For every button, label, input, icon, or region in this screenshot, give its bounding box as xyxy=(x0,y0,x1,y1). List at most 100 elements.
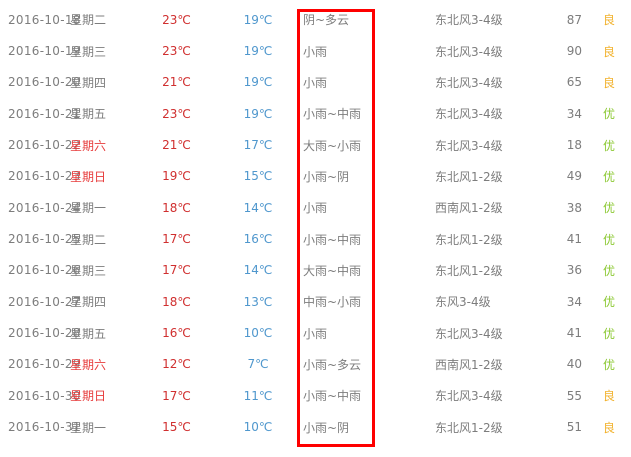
wind-cell: 东北风3-4级 xyxy=(435,389,503,404)
aqi-value-cell: 55 xyxy=(566,388,582,403)
air-quality-badge: 优 xyxy=(603,263,616,278)
wind-cell: 东北风1-2级 xyxy=(435,420,503,435)
high-temp-cell: 23℃ xyxy=(162,44,191,59)
wind-cell: 东北风3-4级 xyxy=(435,44,503,59)
weekday-cell: 星期一 xyxy=(70,420,107,435)
wind-cell: 西南风1-2级 xyxy=(435,201,503,216)
air-quality-badge: 优 xyxy=(603,138,616,153)
high-temp-cell: 16℃ xyxy=(162,326,191,341)
high-temp-cell: 12℃ xyxy=(162,357,191,372)
high-temp-cell: 18℃ xyxy=(162,200,191,215)
air-quality-badge: 良 xyxy=(603,389,616,404)
air-quality-badge: 良 xyxy=(603,420,616,435)
aqi-value-cell: 65 xyxy=(566,75,582,90)
air-quality-badge: 良 xyxy=(603,13,616,28)
table-row: 2016-10-19 星期三 23℃ 19℃ 小雨 东北风3-4级 90 良 xyxy=(0,35,631,66)
date-cell: 2016-10-29 xyxy=(8,357,81,372)
weekday-cell: 星期日 xyxy=(70,389,107,404)
table-row: 2016-10-28 星期五 16℃ 10℃ 小雨 东北风3-4级 41 优 xyxy=(0,317,631,348)
weekday-cell: 星期四 xyxy=(70,75,107,90)
weather-cell: 小雨~中雨 xyxy=(303,232,362,247)
date-cell: 2016-10-31 xyxy=(8,420,81,435)
weekday-cell: 星期一 xyxy=(70,201,107,216)
high-temp-cell: 15℃ xyxy=(162,420,191,435)
low-temp-cell: 19℃ xyxy=(243,44,273,59)
low-temp-cell: 7℃ xyxy=(247,357,269,372)
weekday-cell: 星期五 xyxy=(70,107,107,122)
weather-cell: 小雨~阴 xyxy=(303,169,350,184)
wind-cell: 东风3-4级 xyxy=(435,295,491,310)
low-temp-cell: 10℃ xyxy=(243,326,273,341)
weather-cell: 大雨~小雨 xyxy=(303,138,362,153)
low-temp-cell: 14℃ xyxy=(243,263,273,278)
weather-history-table: 2016-10-18 星期二 23℃ 19℃ 阴~多云 东北风3-4级 87 良… xyxy=(0,4,631,443)
aqi-value-cell: 90 xyxy=(566,44,582,59)
low-temp-cell: 17℃ xyxy=(243,138,273,153)
table-row: 2016-10-26 星期三 17℃ 14℃ 大雨~中雨 东北风1-2级 36 … xyxy=(0,255,631,286)
date-cell: 2016-10-24 xyxy=(8,200,81,215)
low-temp-cell: 15℃ xyxy=(243,169,273,184)
high-temp-cell: 23℃ xyxy=(162,106,191,121)
wind-cell: 东北风3-4级 xyxy=(435,107,503,122)
wind-cell: 东北风1-2级 xyxy=(435,232,503,247)
date-cell: 2016-10-23 xyxy=(8,169,81,184)
wind-cell: 东北风3-4级 xyxy=(435,138,503,153)
weather-cell: 小雨 xyxy=(303,326,328,341)
air-quality-badge: 优 xyxy=(603,169,616,184)
aqi-value-cell: 49 xyxy=(566,169,582,184)
high-temp-cell: 21℃ xyxy=(162,138,191,153)
wind-cell: 东北风1-2级 xyxy=(435,263,503,278)
date-cell: 2016-10-22 xyxy=(8,138,81,153)
low-temp-cell: 14℃ xyxy=(243,200,273,215)
aqi-value-cell: 38 xyxy=(566,200,582,215)
air-quality-badge: 优 xyxy=(603,326,616,341)
table-row: 2016-10-18 星期二 23℃ 19℃ 阴~多云 东北风3-4级 87 良 xyxy=(0,4,631,35)
wind-cell: 东北风3-4级 xyxy=(435,75,503,90)
table-row: 2016-10-30 星期日 17℃ 11℃ 小雨~中雨 东北风3-4级 55 … xyxy=(0,380,631,411)
low-temp-cell: 19℃ xyxy=(243,12,273,27)
air-quality-badge: 优 xyxy=(603,357,616,372)
air-quality-badge: 优 xyxy=(603,232,616,247)
weather-cell: 小雨~多云 xyxy=(303,357,362,372)
weekday-cell: 星期三 xyxy=(70,263,107,278)
weekday-cell: 星期三 xyxy=(70,44,107,59)
high-temp-cell: 19℃ xyxy=(162,169,191,184)
low-temp-cell: 19℃ xyxy=(243,75,273,90)
weather-cell: 小雨 xyxy=(303,44,328,59)
air-quality-badge: 良 xyxy=(603,44,616,59)
table-row: 2016-10-21 星期五 23℃ 19℃ 小雨~中雨 东北风3-4级 34 … xyxy=(0,98,631,129)
air-quality-badge: 优 xyxy=(603,107,616,122)
air-quality-badge: 优 xyxy=(603,295,616,310)
aqi-value-cell: 51 xyxy=(566,420,582,435)
weather-cell: 阴~多云 xyxy=(303,13,350,28)
date-cell: 2016-10-28 xyxy=(8,326,81,341)
aqi-value-cell: 40 xyxy=(566,357,582,372)
table-row: 2016-10-31 星期一 15℃ 10℃ 小雨~阴 东北风1-2级 51 良 xyxy=(0,411,631,442)
aqi-value-cell: 36 xyxy=(566,263,582,278)
date-cell: 2016-10-18 xyxy=(8,12,81,27)
low-temp-cell: 19℃ xyxy=(243,106,273,121)
high-temp-cell: 18℃ xyxy=(162,294,191,309)
low-temp-cell: 11℃ xyxy=(243,388,273,403)
aqi-value-cell: 41 xyxy=(566,232,582,247)
weekday-cell: 星期二 xyxy=(70,232,107,247)
weather-cell: 小雨 xyxy=(303,201,328,216)
wind-cell: 东北风3-4级 xyxy=(435,13,503,28)
high-temp-cell: 17℃ xyxy=(162,263,191,278)
date-cell: 2016-10-27 xyxy=(8,294,81,309)
weather-cell: 小雨~阴 xyxy=(303,420,350,435)
high-temp-cell: 23℃ xyxy=(162,12,191,27)
aqi-value-cell: 41 xyxy=(566,326,582,341)
low-temp-cell: 10℃ xyxy=(243,420,273,435)
weather-cell: 小雨~中雨 xyxy=(303,389,362,404)
weather-cell: 小雨 xyxy=(303,75,328,90)
weekday-cell: 星期二 xyxy=(70,13,107,28)
weather-cell: 中雨~小雨 xyxy=(303,295,362,310)
high-temp-cell: 21℃ xyxy=(162,75,191,90)
weekday-cell: 星期五 xyxy=(70,326,107,341)
table-row: 2016-10-23 星期日 19℃ 15℃ 小雨~阴 东北风1-2级 49 优 xyxy=(0,161,631,192)
high-temp-cell: 17℃ xyxy=(162,388,191,403)
date-cell: 2016-10-25 xyxy=(8,232,81,247)
table-row: 2016-10-29 星期六 12℃ 7℃ 小雨~多云 西南风1-2级 40 优 xyxy=(0,349,631,380)
